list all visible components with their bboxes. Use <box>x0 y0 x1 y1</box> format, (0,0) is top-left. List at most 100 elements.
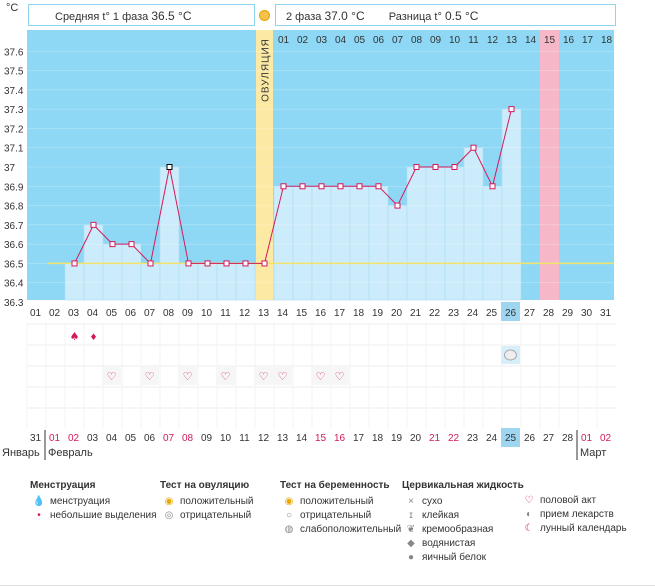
dry-icon: × <box>408 496 414 507</box>
date-label: 02 <box>68 433 80 444</box>
date-label: 11 <box>239 433 250 444</box>
month-label: Январь <box>2 447 40 459</box>
top-day-label: 01 <box>278 35 290 46</box>
temp-bar <box>444 166 465 301</box>
date-label: 04 <box>106 433 118 444</box>
watery-icon: ◆ <box>407 538 415 549</box>
divider <box>0 585 655 586</box>
y-tick-label: 36.6 <box>4 240 24 251</box>
date-label: 14 <box>296 433 308 444</box>
top-day-label: 11 <box>468 35 479 46</box>
legend-item-label: сухо <box>422 496 443 507</box>
cycle-day-label: 01 <box>30 308 42 319</box>
date-label: 02 <box>600 433 612 444</box>
cycle-day-label: 21 <box>410 308 422 319</box>
date-label: 19 <box>391 433 403 444</box>
legend-item: ◉ положительный <box>160 495 254 509</box>
top-day-label: 09 <box>430 35 442 46</box>
cycle-day-label: 20 <box>391 308 403 319</box>
legend-item-label: отрицательный <box>300 510 372 521</box>
y-tick-label: 37.5 <box>4 67 24 78</box>
legend-item: ◎ отрицательный <box>160 509 253 523</box>
sun-icon <box>259 10 270 21</box>
legend-item: ◉ положительный <box>280 495 401 509</box>
date-label: 05 <box>125 433 137 444</box>
temperature-point <box>128 241 135 248</box>
date-label: 22 <box>448 433 460 444</box>
legend-item: ◆ водянистая <box>402 537 524 551</box>
date-label: 09 <box>201 433 213 444</box>
cycle-day-label: 25 <box>486 308 498 319</box>
top-day-label: 13 <box>506 35 518 46</box>
cycle-day-label: 02 <box>49 308 61 319</box>
temp-bar <box>159 166 180 301</box>
bbt-chart: ОВУЛЯЦИЯ 37.6 37.5 37.4 37.3 37.2 37.1 37 36.9 36… <box>2 30 616 460</box>
cycle-day-label: 04 <box>87 308 99 319</box>
legend-item-label: слабоположительный <box>300 524 402 535</box>
date-label: 26 <box>524 433 536 444</box>
cycle-day-label: 09 <box>182 308 194 319</box>
month-label: Март <box>580 447 606 459</box>
y-tick-label: 37.6 <box>4 47 24 58</box>
temp-bar <box>387 205 408 301</box>
moon-icon: ☾ <box>524 523 534 534</box>
top-day-label: 03 <box>316 35 328 46</box>
top-day-label: 15 <box>544 35 556 46</box>
top-day-label: 17 <box>582 35 594 46</box>
diff-value: 0.5 °C <box>444 9 479 23</box>
date-label: 16 <box>334 433 346 444</box>
top-day-label: 06 <box>373 35 385 46</box>
temp-bar <box>216 263 237 301</box>
temperature-point <box>204 260 211 267</box>
pregnancy-test-icon <box>504 349 517 361</box>
temp-bar <box>425 166 446 301</box>
cycle-day-label: 08 <box>163 308 175 319</box>
today-date-marker <box>501 428 520 447</box>
date-label: 06 <box>144 433 156 444</box>
cycle-day-label: 12 <box>239 308 251 319</box>
legend-group-title: Тест на овуляцию <box>160 480 250 491</box>
date-label: 12 <box>258 433 270 444</box>
legend-item-label: половой акт <box>540 495 597 506</box>
date-label: 13 <box>277 433 289 444</box>
cycle-day-label: 26 <box>505 308 517 319</box>
legend-item-label: положительный <box>180 496 254 507</box>
temperature-point <box>432 164 439 170</box>
cycle-day-label: 13 <box>258 308 270 319</box>
legend-group: Тест на беременность ◉ положительный ○ отриц… <box>280 480 401 537</box>
y-tick-label: 37.4 <box>4 86 24 97</box>
temp-bar <box>83 224 104 301</box>
heart-icon: ♡ <box>107 370 117 383</box>
legend-group: ♡ половой акт ◐ прием лекарств ☾ лунный кален… <box>520 494 627 536</box>
date-label: 01 <box>581 433 593 444</box>
temp-bar <box>64 263 85 301</box>
phase2-summary: 2 фаза 37.0 °C Разница t° 0.5 °C <box>275 4 616 26</box>
legend-item: 💧 менструация <box>30 495 157 509</box>
temperature-line <box>74 109 512 265</box>
legend-item: ♡ половой акт <box>520 494 627 508</box>
legend-item-label: лунный календарь <box>540 523 627 534</box>
heart-icon: ♡ <box>259 370 269 383</box>
legend-item: ◍ слабоположительный <box>280 523 402 537</box>
temp-bar <box>121 243 142 301</box>
legend-group: Тест на овуляцию ◉ положительный ◎ отрицател… <box>160 480 253 523</box>
temperature-point <box>356 183 363 190</box>
temperature-point <box>185 260 192 267</box>
top-day-label: 04 <box>335 35 347 46</box>
cycle-day-label: 07 <box>144 308 156 319</box>
date-label: 25 <box>505 433 517 444</box>
top-day-label: 18 <box>601 35 613 46</box>
cycle-day-label: 27 <box>524 308 536 319</box>
legend-item: ɪ клейкая <box>402 509 524 523</box>
heart-icon: ♡ <box>221 370 231 383</box>
top-day-label: 05 <box>354 35 366 46</box>
legend-item-label: небольшие выделения <box>50 510 157 521</box>
cycle-day-label: 24 <box>467 308 479 319</box>
legend-item-label: отрицательный <box>180 510 252 521</box>
pill-icon: ◐ <box>525 509 533 520</box>
legend-item-label: кремообразная <box>422 524 494 535</box>
temperature-point <box>394 202 401 209</box>
phase1-value: 36.5 °C <box>151 9 192 23</box>
creamy-icon: ❦ <box>406 524 416 535</box>
date-label: 07 <box>163 433 175 444</box>
